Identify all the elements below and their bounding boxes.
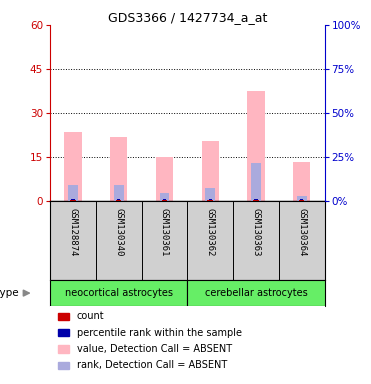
Bar: [299, 200, 305, 201]
Bar: [114, 185, 124, 201]
Bar: [247, 91, 265, 201]
Text: GSM130364: GSM130364: [297, 208, 306, 256]
Text: percentile rank within the sample: percentile rank within the sample: [77, 328, 242, 338]
Text: neocortical astrocytes: neocortical astrocytes: [65, 288, 173, 298]
Text: count: count: [77, 311, 105, 321]
Text: GSM130361: GSM130361: [160, 208, 169, 256]
Bar: [162, 200, 167, 201]
Bar: [160, 193, 169, 201]
Bar: [71, 199, 75, 200]
Text: GSM130340: GSM130340: [114, 208, 123, 256]
Bar: [58, 345, 69, 353]
Bar: [58, 362, 69, 369]
Text: GSM130362: GSM130362: [206, 208, 215, 256]
Text: cerebellar astrocytes: cerebellar astrocytes: [205, 288, 307, 298]
Text: rank, Detection Call = ABSENT: rank, Detection Call = ABSENT: [77, 360, 227, 370]
Bar: [58, 313, 69, 320]
Bar: [70, 200, 76, 201]
Text: value, Detection Call = ABSENT: value, Detection Call = ABSENT: [77, 344, 232, 354]
Text: GSM130363: GSM130363: [252, 208, 260, 256]
Bar: [253, 200, 259, 201]
Bar: [255, 199, 257, 200]
Bar: [300, 199, 303, 200]
Text: cell type: cell type: [0, 288, 19, 298]
Bar: [156, 157, 173, 201]
Bar: [68, 185, 78, 201]
Bar: [207, 200, 213, 201]
Title: GDS3366 / 1427734_a_at: GDS3366 / 1427734_a_at: [108, 11, 267, 24]
Bar: [116, 200, 121, 201]
Bar: [110, 137, 127, 201]
Bar: [293, 162, 311, 201]
Bar: [50, 280, 187, 306]
Bar: [117, 199, 120, 200]
Text: GSM128874: GSM128874: [69, 208, 78, 256]
Bar: [201, 141, 219, 201]
Bar: [297, 195, 306, 201]
Bar: [163, 199, 166, 200]
Bar: [251, 163, 261, 201]
Bar: [58, 329, 69, 336]
Bar: [64, 132, 82, 201]
Bar: [206, 188, 215, 201]
Bar: [187, 280, 325, 306]
Bar: [209, 199, 212, 200]
